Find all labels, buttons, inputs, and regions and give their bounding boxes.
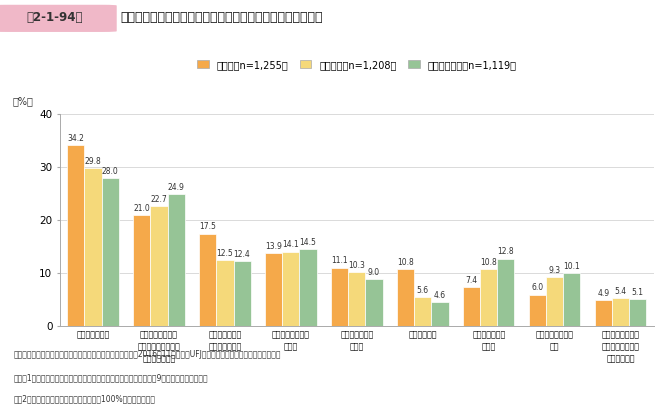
Text: 12.4: 12.4 <box>233 250 250 259</box>
Text: 11.1: 11.1 <box>331 256 348 266</box>
Bar <box>133 215 150 326</box>
Text: 持続成長型企業が成長段階ごとに利用した支援施策等の内容: 持続成長型企業が成長段階ごとに利用した支援施策等の内容 <box>120 11 323 24</box>
Text: 12.5: 12.5 <box>217 249 233 258</box>
Text: （注）1．持続成長型の企業が創業期において、回答割合が高い上位9項目を表示している。: （注）1．持続成長型の企業が創業期において、回答割合が高い上位9項目を表示してい… <box>13 373 208 382</box>
Bar <box>595 300 612 326</box>
Bar <box>299 250 317 326</box>
Text: （%）: （%） <box>13 96 33 106</box>
Text: 13.9: 13.9 <box>265 242 282 251</box>
Bar <box>397 269 414 326</box>
Bar <box>432 302 448 326</box>
Text: 5.1: 5.1 <box>632 288 644 297</box>
Text: 7.4: 7.4 <box>466 276 478 285</box>
Bar <box>529 295 546 326</box>
Text: 第2-1-94図: 第2-1-94図 <box>27 11 83 24</box>
Text: 10.1: 10.1 <box>564 262 580 271</box>
Bar <box>150 206 167 326</box>
Bar <box>564 273 580 326</box>
Text: 10.8: 10.8 <box>398 258 414 267</box>
Legend: 創業期（n=1,255）, 成長初期（n=1,208）, 安定・拡大期（n=1,119）: 創業期（n=1,255）, 成長初期（n=1,208）, 安定・拡大期（n=1,… <box>197 60 517 70</box>
Bar <box>67 145 85 326</box>
Bar <box>612 298 629 326</box>
Bar <box>480 269 498 326</box>
Bar <box>85 169 101 326</box>
Bar <box>629 299 646 326</box>
Text: 6.0: 6.0 <box>532 284 544 293</box>
Bar <box>366 279 383 326</box>
Bar <box>546 277 564 326</box>
Bar <box>282 252 299 326</box>
Text: 14.5: 14.5 <box>299 238 316 247</box>
Text: 29.8: 29.8 <box>85 157 101 166</box>
Text: 資料：中小企業庁委託「起業・創業の実態に関する調査」（2016年11月、三菱UFJリサーチ＆コンサルティング（株））: 資料：中小企業庁委託「起業・創業の実態に関する調査」（2016年11月、三菱UF… <box>13 350 281 359</box>
Text: 9.3: 9.3 <box>549 266 561 275</box>
Bar <box>498 259 514 326</box>
Text: 10.8: 10.8 <box>480 258 497 267</box>
Bar <box>167 194 185 326</box>
Text: 17.5: 17.5 <box>199 222 216 231</box>
FancyBboxPatch shape <box>0 5 117 32</box>
Text: 9.0: 9.0 <box>368 268 380 277</box>
Text: 4.6: 4.6 <box>434 291 446 300</box>
Bar <box>233 261 251 326</box>
Text: 14.1: 14.1 <box>283 240 299 250</box>
Text: 34.2: 34.2 <box>67 134 84 143</box>
Text: 28.0: 28.0 <box>102 167 119 176</box>
Text: 5.6: 5.6 <box>417 286 429 295</box>
Bar <box>463 287 480 326</box>
Bar <box>265 253 282 326</box>
Text: 24.9: 24.9 <box>167 183 185 192</box>
Bar <box>216 260 233 326</box>
Text: 4.9: 4.9 <box>598 289 610 298</box>
Text: 12.8: 12.8 <box>498 247 514 256</box>
Bar <box>101 178 119 326</box>
Text: 10.3: 10.3 <box>348 261 366 270</box>
Text: 5.4: 5.4 <box>614 287 627 296</box>
Bar <box>199 233 216 326</box>
Text: 2．複数回答のため、合計は必ずしも100%にはならない。: 2．複数回答のため、合計は必ずしも100%にはならない。 <box>13 394 155 403</box>
Bar <box>414 297 432 326</box>
Bar <box>348 272 366 326</box>
Bar <box>331 268 348 326</box>
Text: 21.0: 21.0 <box>133 204 150 213</box>
Text: 22.7: 22.7 <box>151 195 167 204</box>
